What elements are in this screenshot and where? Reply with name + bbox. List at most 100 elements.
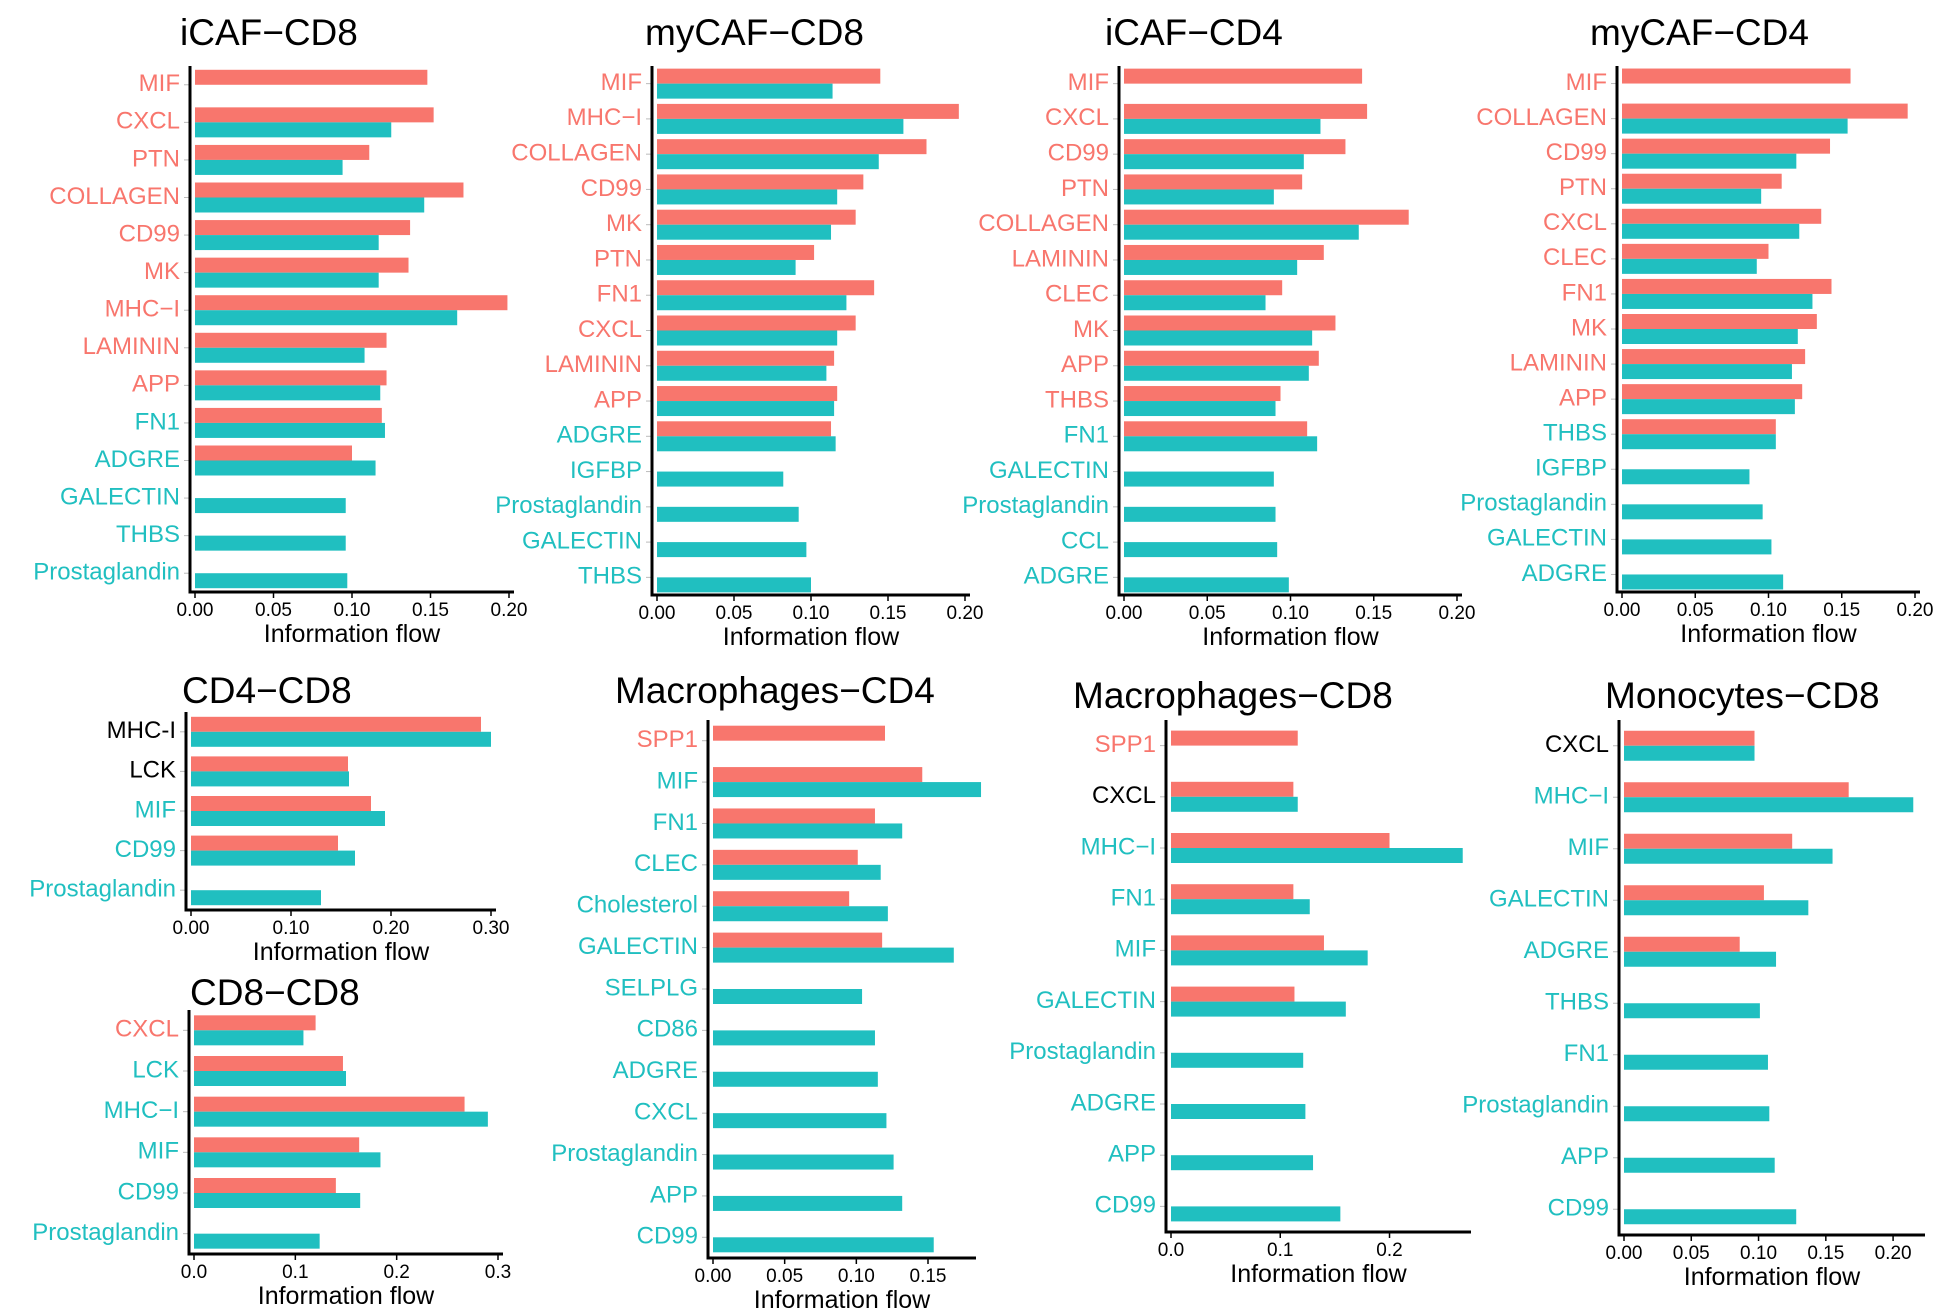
bar-red [194, 1056, 343, 1071]
bar-red [1622, 384, 1803, 400]
y-tick-label: MHC−I [104, 1097, 179, 1124]
bar-teal [1124, 118, 1321, 134]
bar-red [657, 103, 959, 119]
y-tick-label: CD99 [581, 175, 642, 202]
x-tick-label: 0.15 [1823, 600, 1860, 621]
bar-teal [657, 471, 784, 487]
y-tick-label: MIF [657, 767, 698, 794]
bar-teal [657, 506, 799, 522]
y-tick-label: MIF [1568, 834, 1609, 861]
y-tick-label: CLEC [1543, 244, 1607, 271]
bar-red [657, 244, 815, 260]
x-tick-label: 0.10 [273, 918, 310, 939]
x-tick-label: 0.1 [282, 1262, 308, 1283]
chart-panel: myCAF−CD4 MIF COLLAGEN CD99 PTN CXCL CLEC FN1 MK… [1460, 12, 1933, 648]
bar-teal [1622, 258, 1757, 274]
y-tick-label: MIF [1115, 936, 1156, 963]
y-tick-label: COLLAGEN [1476, 104, 1607, 131]
bar-teal [1124, 154, 1304, 170]
bar-red [1622, 138, 1831, 154]
y-tick-label: APP [1061, 351, 1109, 378]
bar-red [191, 835, 338, 851]
y-tick-label: LCK [132, 1056, 179, 1083]
bar-teal [1124, 224, 1359, 240]
bar-red [657, 386, 838, 402]
x-tick-label: 0.2 [383, 1262, 409, 1283]
y-tick-label: GALECTIN [1487, 525, 1607, 552]
y-tick-label: GALECTIN [522, 527, 642, 554]
y-tick-label: CD99 [115, 836, 176, 863]
bar-teal [713, 906, 888, 922]
bar-red [1624, 833, 1793, 849]
x-tick-label: 0.05 [766, 1266, 803, 1287]
bar-teal [1171, 1052, 1304, 1068]
bar-red [1622, 419, 1776, 435]
bar-red [1171, 884, 1294, 900]
bar-red [1171, 730, 1298, 746]
x-tick-label: 0.05 [1673, 1243, 1710, 1264]
y-tick-label: APP [650, 1181, 698, 1208]
bar-red [195, 69, 428, 85]
bar-teal [191, 771, 349, 787]
x-tick-label: 0.15 [412, 600, 449, 621]
x-tick-label: 0.15 [1355, 603, 1392, 624]
bar-red [194, 1015, 316, 1031]
y-tick-label: SPP1 [1095, 731, 1156, 758]
bar-teal [194, 1071, 346, 1086]
panel-title: iCAF−CD4 [1105, 12, 1283, 53]
y-tick-label: CXCL [578, 316, 642, 343]
bar-red [195, 182, 464, 198]
panel-title: iCAF−CD8 [180, 12, 358, 53]
y-tick-label: MK [1073, 316, 1109, 343]
x-tick-label: 0.20 [1875, 1243, 1912, 1264]
bar-red [1124, 209, 1409, 225]
x-axis-label: Information flow [723, 623, 900, 651]
bar-teal [1624, 1054, 1768, 1070]
bar-teal [195, 573, 348, 589]
bar-red [657, 68, 881, 84]
bar-teal [1624, 951, 1777, 967]
bar-teal [1171, 1155, 1314, 1171]
bar-teal [1622, 118, 1848, 134]
panel-title: Macrophages−CD4 [615, 670, 935, 711]
y-tick-label: PTN [132, 145, 180, 172]
bar-red [1124, 315, 1336, 331]
y-tick-label: APP [132, 371, 180, 398]
bar-red [1622, 68, 1851, 84]
bar-red [657, 350, 835, 366]
x-axis-label: Information flow [1680, 620, 1857, 648]
panel-title: myCAF−CD8 [645, 12, 864, 53]
x-tick-label: 0.05 [1677, 600, 1714, 621]
x-tick-label: 0.10 [1740, 1243, 1777, 1264]
bar-teal [657, 330, 838, 346]
y-tick-label: ADGRE [1522, 560, 1607, 587]
x-tick-label: 0.3 [485, 1262, 511, 1283]
bar-teal [1124, 189, 1274, 205]
bar-red [657, 209, 856, 225]
y-tick-label: CD99 [119, 220, 180, 247]
bar-teal [657, 365, 827, 381]
y-tick-label: CXCL [1092, 782, 1156, 809]
bar-teal [713, 947, 954, 963]
y-tick-label: CXCL [1545, 731, 1609, 758]
bar-red [191, 756, 348, 772]
y-tick-label: CD99 [1048, 140, 1109, 167]
y-tick-label: PTN [1061, 175, 1109, 202]
y-tick-label: GALECTIN [578, 933, 698, 960]
bar-teal [1171, 950, 1368, 966]
y-tick-label: MK [606, 210, 642, 237]
y-tick-label: GALECTIN [989, 457, 1109, 484]
bar-red [1171, 781, 1294, 797]
bar-teal [713, 1195, 903, 1211]
y-tick-label: Prostaglandin [1462, 1092, 1609, 1119]
y-tick-label: MHC−I [1081, 833, 1156, 860]
bar-teal [1622, 293, 1813, 309]
y-tick-label: MHC−I [1534, 783, 1609, 810]
y-tick-label: ADGRE [557, 422, 642, 449]
x-axis-label: Information flow [1230, 1260, 1407, 1288]
bar-red [713, 932, 883, 948]
bar-red [1124, 244, 1324, 260]
x-tick-label: 0.10 [1272, 603, 1309, 624]
bar-teal [1171, 1001, 1346, 1017]
